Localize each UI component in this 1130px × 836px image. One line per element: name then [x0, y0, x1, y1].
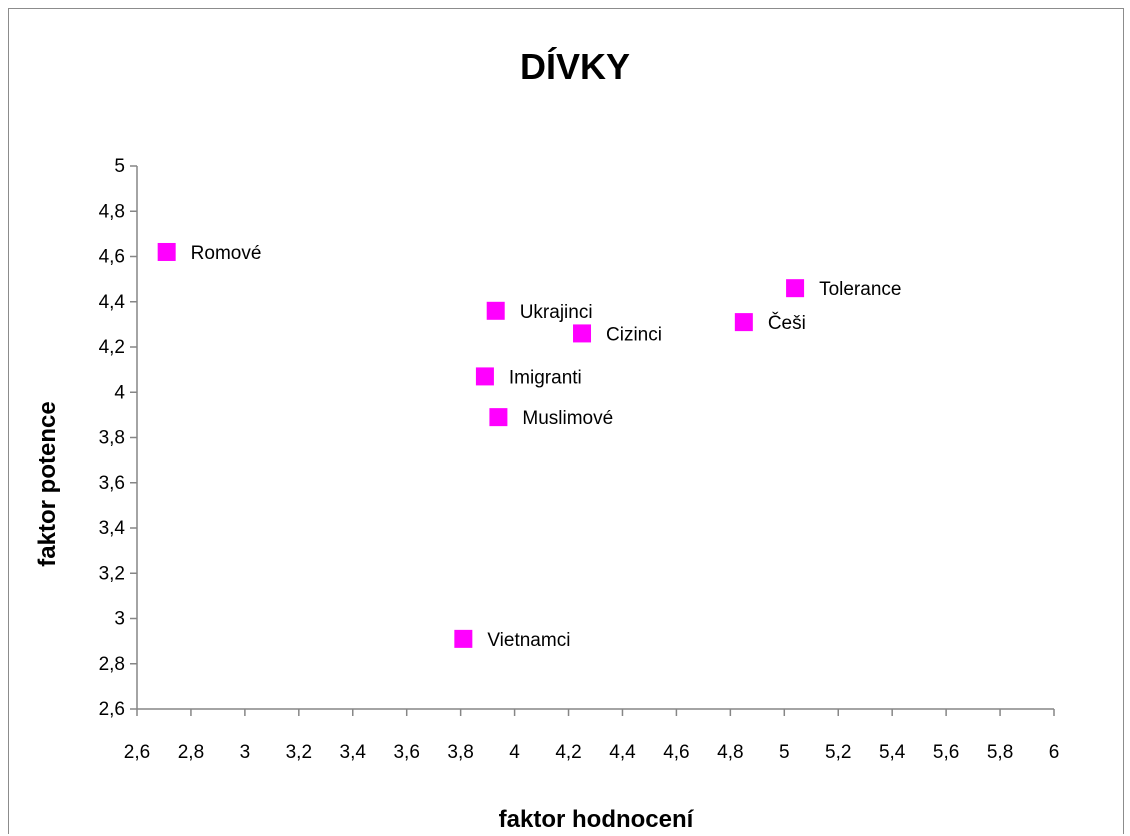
y-tick-label: 3 — [114, 609, 125, 630]
y-axis-ticks: 2,6 2,8 3 3,2 3,4 3,6 3,8 4 4,2 4,4 4,6 4,8 5 — [99, 156, 137, 720]
data-point — [734, 313, 753, 332]
x-tick-label: 6 — [1049, 742, 1060, 763]
y-tick-label: 2,6 — [99, 699, 125, 720]
data-point — [489, 408, 508, 427]
x-tick-label: 4,2 — [555, 742, 581, 763]
x-tick-label: 4,4 — [609, 742, 636, 763]
x-tick-label: 3,4 — [340, 742, 367, 763]
y-tick-label: 3,4 — [99, 518, 126, 539]
y-tick-label: 3,6 — [99, 473, 125, 494]
y-tick-label: 4,8 — [99, 201, 125, 222]
x-tick-label: 5,6 — [933, 742, 959, 763]
data-point — [454, 629, 473, 648]
x-tick-label: 2,6 — [124, 742, 150, 763]
x-tick-label: 3,2 — [286, 742, 312, 763]
y-tick-label: 4 — [114, 382, 125, 403]
data-point — [786, 279, 805, 298]
data-label: Imigranti — [509, 367, 582, 388]
x-axis-title: faktor hodnocení — [499, 806, 695, 833]
data-point — [157, 242, 176, 261]
data-label: Romové — [191, 243, 262, 264]
data-label: Vietnamci — [487, 630, 570, 651]
data-label: Muslimové — [522, 408, 613, 429]
axes — [136, 166, 1054, 710]
data-label: Ukrajinci — [520, 302, 593, 323]
x-tick-label: 4 — [509, 742, 520, 763]
x-tick-label: 5 — [779, 742, 790, 763]
y-tick-label: 4,4 — [99, 292, 126, 313]
y-tick-label: 3,8 — [99, 428, 125, 449]
chart-title: DÍVKY — [520, 46, 630, 87]
y-tick-label: 4,6 — [99, 247, 125, 268]
data-label: Cizinci — [606, 324, 662, 345]
x-tick-label: 4,6 — [663, 742, 689, 763]
x-tick-label: 3,8 — [447, 742, 473, 763]
x-tick-label: 2,8 — [178, 742, 204, 763]
data-points: Romové Ukrajinci Cizinci Imigranti Muslimové… — [157, 242, 901, 651]
x-tick-label: 5,4 — [879, 742, 906, 763]
x-axis-ticks: 2,6 2,8 3 3,2 3,4 3,6 3,8 4 4,2 4,4 4,6 4,8 5 5,2 5,4 5… — [124, 709, 1060, 763]
y-tick-label: 2,8 — [99, 654, 125, 675]
data-label: Češi — [768, 312, 806, 334]
x-tick-label: 5,2 — [825, 742, 851, 763]
y-tick-label: 4,2 — [99, 337, 125, 358]
scatter-chart: DÍVKY 2,62,833,23,43,63,844,24,44,64,85 … — [34, 46, 1060, 833]
data-point — [573, 324, 592, 343]
chart-frame: DÍVKY 2,6 2,8 3 3,2 3,4 3,6 3,8 4 4,2 4,4 4,6 4,8 5 … — [8, 8, 1124, 834]
x-tick-label: 3,6 — [393, 742, 419, 763]
y-axis-title: faktor potence — [34, 401, 61, 566]
y-tick-label: 5 — [114, 156, 125, 177]
x-tick-label: 5,8 — [987, 742, 1013, 763]
data-label: Tolerance — [819, 279, 901, 300]
data-point — [475, 367, 494, 386]
data-point — [486, 301, 505, 320]
x-tick-label: 4,8 — [717, 742, 743, 763]
x-tick-label: 3 — [240, 742, 251, 763]
y-tick-label: 3,2 — [99, 563, 125, 584]
